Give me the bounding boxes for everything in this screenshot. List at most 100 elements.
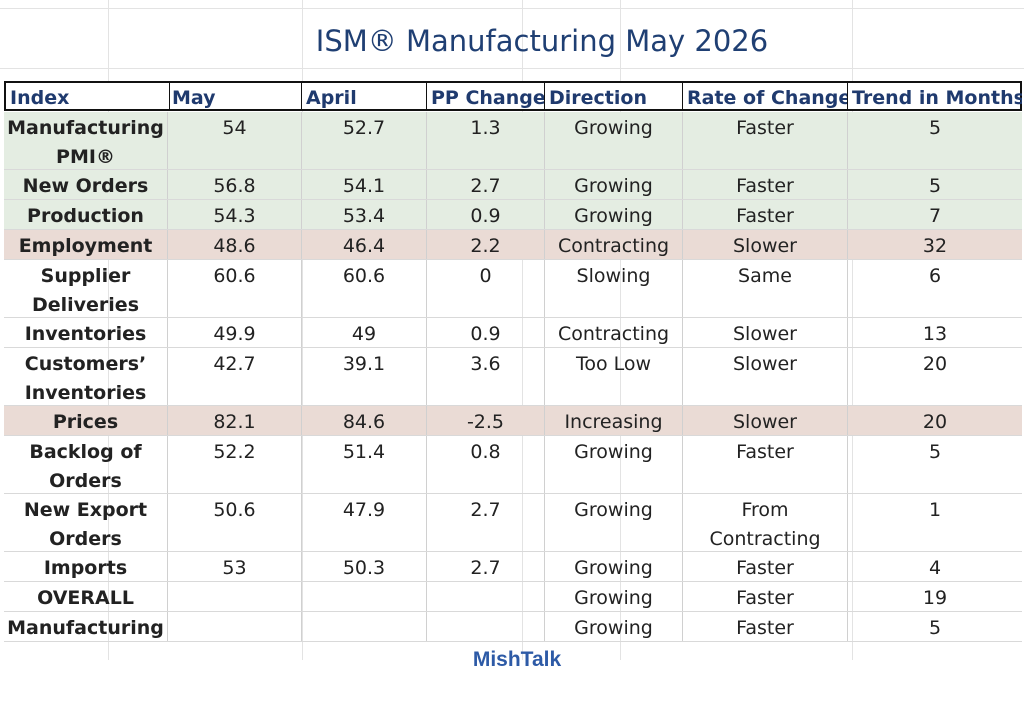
cell-trend-in-months: 6 [928,265,942,287]
cell-index: Inventories [4,318,168,347]
cell-rate-of-change: Faster [683,582,848,611]
cell-may [168,582,302,611]
cell-index: Backlog of Orders [4,436,168,493]
column-header-may: May [168,83,302,109]
cell-pp-change: 2.2 [427,230,545,259]
cell-index: Manufacturing PMI® [4,112,168,169]
cell-index: Supplier Deliveries [4,260,168,317]
cell-pp-change: 0 [427,260,545,317]
cell-trend-in-months: 5 [928,175,942,197]
cell-trend-in-months: 13 [922,323,948,345]
cell-rate-of-change: Slower [683,406,848,435]
cell-may: 82.1 [168,406,302,435]
cell-direction: Growing [545,612,683,641]
cell-direction: Growing [545,494,683,551]
cell-trend-in-months: 20 [922,353,948,375]
table-row-manufacturing-pmi: Manufacturing PMI® 54 52.7 1.3 Growing Faster… [4,112,1022,170]
cell-direction: Growing [545,170,683,199]
column-header-index: Index [6,83,170,109]
cell-direction: Growing [545,200,683,229]
table-row-prices: Prices 82.1 84.6 -2.5 Increasing Slower 20 [4,406,1022,436]
cell-rate-of-change: Slower [683,318,848,347]
cell-april: 51.4 [302,436,427,493]
cell-pp-change: -2.5 [427,406,545,435]
cell-direction: Contracting [545,318,683,347]
cell-trend-in-months: 5 [928,117,942,139]
cell-rate-of-change: Faster [683,552,848,581]
cell-may: 54 [168,112,302,169]
cell-trend-in-months: 1 [928,499,942,521]
cell-pp-change: 0.9 [427,200,545,229]
cell-index: OVERALL [4,582,168,611]
cell-index: Imports [4,552,168,581]
cell-rate-of-change: Same [683,260,848,317]
column-header-rate-of-change: Rate of Change [683,83,848,109]
cell-direction: Growing [545,582,683,611]
table-row-production: Production 54.3 53.4 0.9 Growing Faster 7 [4,200,1022,230]
cell-pp-change: 0.8 [427,436,545,493]
cell-april: 52.7 [302,112,427,169]
table-row-manufacturing: Manufacturing Growing Faster 5 [4,612,1022,642]
cell-april: 54.1 [302,170,427,199]
cell-trend-in-months: 4 [928,557,942,579]
cell-pp-change: 2.7 [427,552,545,581]
cell-trend-in-months: 32 [922,235,948,257]
cell-pp-change: 2.7 [427,494,545,551]
cell-index: Customers’ Inventories [4,348,168,405]
cell-may: 42.7 [168,348,302,405]
table-title: ISM® Manufacturing May 2026 [315,24,769,58]
table-row-new-orders: New Orders 56.8 54.1 2.7 Growing Faster 5 [4,170,1022,200]
table-row-new-export-orders: New Export Orders 50.6 47.9 2.7 Growing From … [4,494,1022,552]
cell-april: 50.3 [302,552,427,581]
cell-pp-change: 0.9 [427,318,545,347]
column-header-trend-in-months: Trend in Months [852,87,1022,109]
cell-may: 54.3 [168,200,302,229]
cell-pp-change: 3.6 [427,348,545,405]
cell-direction: Growing [545,552,683,581]
table-row-customers-inventories: Customers’ Inventories 42.7 39.1 3.6 Too Low… [4,348,1022,406]
table-header-row: Index May April PP Change Direction Rate of C… [4,81,1022,111]
cell-pp-change [427,582,545,611]
cell-rate-of-change: From Contracting [683,494,848,551]
cell-rate-of-change: Faster [683,170,848,199]
cell-april [302,582,427,611]
cell-april: 84.6 [302,406,427,435]
column-header-pp-change: PP Change [427,83,545,109]
cell-may: 53 [168,552,302,581]
cell-direction: Too Low [545,348,683,405]
cell-may: 48.6 [168,230,302,259]
cell-index: New Export Orders [4,494,168,551]
cell-april: 53.4 [302,200,427,229]
cell-direction: Growing [545,112,683,169]
cell-pp-change: 2.7 [427,170,545,199]
cell-may: 60.6 [168,260,302,317]
cell-pp-change: 1.3 [427,112,545,169]
cell-may: 52.2 [168,436,302,493]
cell-rate-of-change: Faster [683,200,848,229]
cell-index: Employment [4,230,168,259]
cell-index: Production [4,200,168,229]
cell-trend-in-months: 19 [922,587,948,609]
cell-rate-of-change: Faster [683,112,848,169]
table-row-imports: Imports 53 50.3 2.7 Growing Faster 4 [4,552,1022,582]
cell-rate-of-change: Slower [683,230,848,259]
cell-trend-in-months: 20 [922,411,948,433]
cell-april: 46.4 [302,230,427,259]
cell-may: 56.8 [168,170,302,199]
cell-direction: Contracting [545,230,683,259]
cell-trend-in-months: 7 [928,205,942,227]
table-row-backlog-of-orders: Backlog of Orders 52.2 51.4 0.8 Growing Faste… [4,436,1022,494]
column-header-direction: Direction [545,83,683,109]
cell-april [302,612,427,641]
cell-index: Prices [4,406,168,435]
cell-april: 49 [302,318,427,347]
cell-index: New Orders [4,170,168,199]
cell-index: Manufacturing [4,612,168,641]
cell-may: 50.6 [168,494,302,551]
cell-trend-in-months: 5 [928,617,942,639]
cell-april: 47.9 [302,494,427,551]
footer-brand: MishTalk [472,648,562,671]
cell-pp-change [427,612,545,641]
cell-april: 60.6 [302,260,427,317]
cell-direction: Growing [545,436,683,493]
